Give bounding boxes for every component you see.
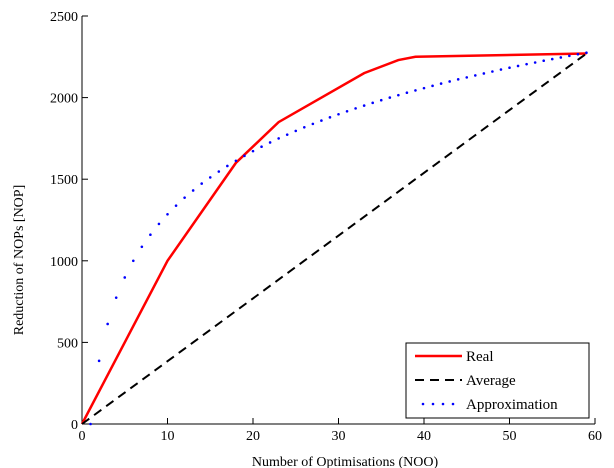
approximation-point [482, 72, 486, 75]
legend-average-label: Average [466, 373, 516, 389]
approximation-point [140, 245, 144, 249]
x-tick-label: 60 [588, 429, 602, 444]
approximation-point [550, 57, 554, 61]
approximation-point [174, 204, 178, 207]
approximation-point [285, 133, 289, 136]
x-tick-label: 20 [246, 429, 260, 444]
x-tick-label: 0 [79, 429, 86, 444]
approximation-point [149, 233, 152, 236]
approximation-point [533, 61, 537, 64]
approximation-point [226, 164, 229, 168]
approximation-point [208, 176, 212, 179]
x-axis-label: Number of Optimisations (NOO) [252, 455, 439, 468]
plot-area [80, 51, 588, 426]
approximation-point [320, 119, 323, 122]
legend-approximation-label: Approximation [466, 397, 558, 413]
approximation-point [89, 422, 92, 426]
approximation-point [345, 110, 349, 113]
approximation-point [303, 126, 306, 129]
approximation-point [474, 74, 477, 77]
approximation-point [405, 91, 409, 95]
approximation-point [422, 86, 426, 90]
approximation-point [568, 54, 571, 58]
approximation-point [166, 212, 169, 216]
approximation-point [114, 296, 118, 299]
approximation-point [243, 154, 246, 158]
approximation-point [183, 196, 186, 199]
approximation-point [465, 76, 469, 79]
x-tick-label: 50 [503, 429, 517, 444]
approximation-point [97, 359, 101, 363]
approximation-point [388, 96, 392, 99]
approximation-point [516, 64, 520, 68]
axes: 0 10 20 30 40 50 60 0 500 1000 1500 2000 2500 [50, 10, 602, 444]
approximation-point [328, 116, 332, 119]
approximation-point [354, 107, 357, 110]
legend-approximation-swatch [431, 402, 435, 406]
approximation-point [491, 70, 494, 73]
approximation-point [123, 276, 127, 279]
y-tick-label: 1500 [50, 173, 78, 188]
legend-real-label: Real [466, 349, 494, 365]
approximation-point [525, 62, 528, 66]
approximation-point [508, 66, 511, 70]
y-tick-label: 2000 [50, 92, 78, 107]
y-axis-label: Reduction of NOPs [NOP] [12, 185, 27, 336]
approximation-point [499, 68, 503, 71]
approximation-point [439, 82, 443, 85]
approximation-point [311, 122, 315, 126]
approximation-point [106, 322, 109, 326]
legend-approximation-swatch [451, 402, 455, 406]
y-tick-label: 0 [71, 418, 78, 433]
approximation-point [559, 56, 563, 59]
approximation-point [371, 101, 375, 105]
approximation-point [576, 52, 580, 56]
legend-approximation-swatch [421, 402, 425, 406]
approximation-point [448, 80, 451, 83]
approximation-point [191, 189, 195, 192]
legend: Real Average Approximation [405, 342, 590, 419]
approximation-point [217, 170, 221, 173]
approximation-point [431, 84, 434, 88]
approximation-point [362, 104, 366, 107]
y-tick-label: 500 [57, 336, 78, 351]
y-tick-label: 2500 [50, 10, 78, 25]
approximation-point [260, 145, 263, 149]
approximation-point [157, 222, 161, 226]
x-tick-label: 40 [417, 429, 431, 444]
approximation-point [268, 141, 272, 144]
approximation-point [397, 93, 400, 97]
y-tick-label: 1000 [50, 255, 78, 270]
x-tick-label: 10 [161, 429, 175, 444]
approximation-point [337, 112, 340, 116]
approximation-point [277, 137, 280, 140]
x-tick-label: 30 [332, 429, 346, 444]
approximation-point [200, 182, 203, 185]
legend-approximation-swatch [441, 402, 445, 406]
approximation-point [234, 159, 238, 163]
approximation-point [251, 149, 255, 153]
approximation-point [585, 51, 588, 55]
approximation-point [456, 78, 460, 81]
approximation-point [379, 98, 383, 102]
approximation-point [542, 59, 545, 63]
approximation-point [414, 89, 417, 92]
real-line [80, 52, 587, 425]
approximation-point [294, 129, 298, 133]
approximation-point [132, 259, 135, 263]
